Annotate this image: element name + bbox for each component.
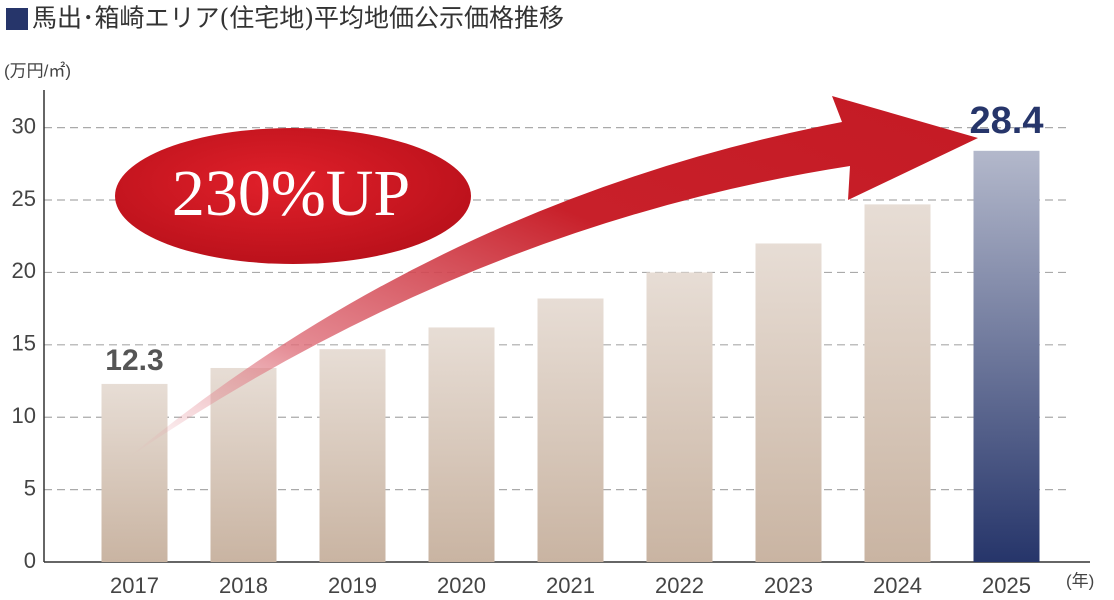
y-tick-label: 30 bbox=[12, 113, 36, 138]
chart-title: 馬出･箱崎エリア(住宅地)平均地価公示価格推移 bbox=[32, 4, 564, 33]
value-label: 28.4 bbox=[970, 100, 1044, 142]
x-tick-label: 2020 bbox=[437, 573, 486, 598]
title-marker bbox=[6, 8, 28, 30]
bar bbox=[101, 383, 168, 562]
x-tick-label: 2023 bbox=[764, 573, 813, 598]
y-tick-label: 10 bbox=[12, 403, 36, 428]
y-tick-label: 5 bbox=[24, 475, 36, 500]
bar bbox=[210, 367, 277, 562]
x-tick-label: 2024 bbox=[873, 573, 922, 598]
bar bbox=[973, 150, 1040, 562]
x-tick-label: 2021 bbox=[546, 573, 595, 598]
x-tick-label: 2018 bbox=[219, 573, 268, 598]
bar bbox=[537, 298, 604, 562]
x-tick-label: 2025 bbox=[982, 573, 1031, 598]
bar bbox=[646, 272, 713, 562]
bar bbox=[319, 349, 386, 562]
value-label: 12.3 bbox=[105, 344, 163, 377]
bar bbox=[428, 327, 495, 562]
y-tick-label: 0 bbox=[24, 548, 36, 573]
annotation-ellipse bbox=[115, 128, 471, 264]
growth-arrow bbox=[128, 96, 978, 458]
x-tick-label: 2022 bbox=[655, 573, 704, 598]
y-tick-label: 20 bbox=[12, 258, 36, 283]
y-tick-label: 15 bbox=[12, 331, 36, 356]
y-axis-unit: (万円/㎡) bbox=[4, 61, 71, 80]
x-tick-label: 2019 bbox=[328, 573, 377, 598]
annotation: 230%UP bbox=[172, 157, 410, 230]
bar bbox=[755, 243, 822, 562]
y-tick-label: 25 bbox=[12, 186, 36, 211]
x-axis-unit: (年) bbox=[1066, 571, 1094, 590]
x-tick-label: 2017 bbox=[110, 573, 159, 598]
bar bbox=[864, 204, 931, 562]
